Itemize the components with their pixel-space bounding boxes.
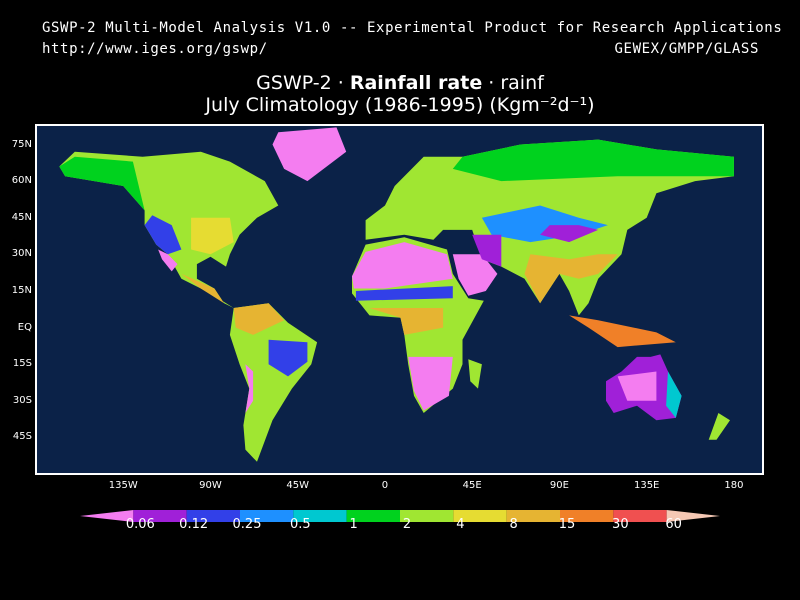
land-atacama-dry (245, 364, 254, 413)
colorbar-segment (293, 510, 347, 522)
lon-tick-label: 135W (108, 480, 138, 491)
lat-tick-label: 30N (11, 248, 32, 260)
colorbar-segment (506, 510, 560, 522)
land-gobi (540, 225, 599, 243)
colorbar-label: 0.25 (232, 517, 262, 532)
lon-tick-label: 45E (462, 480, 482, 491)
lat-tick-label: 15S (12, 358, 32, 370)
title-variable: Rainfall rate (349, 72, 483, 94)
header-line1: GSWP-2 Multi-Model Analysis V1.0 -- Expe… (42, 20, 783, 36)
colorbar-label: 0.5 (289, 517, 311, 532)
colorbar-label: 60 (665, 517, 682, 532)
land-central-america (181, 273, 225, 304)
land-iran-dry (472, 234, 502, 267)
map-subtitle: July Climatology (1986-1995) (Kgm⁻²d⁻¹) (205, 94, 595, 116)
lat-tick-label: 60N (11, 175, 32, 187)
colorbar-segment (133, 510, 187, 522)
colorbar-label: 2 (402, 517, 412, 532)
colorbar-segment (400, 510, 454, 522)
lat-tick-label: 30S (12, 394, 32, 406)
land-africa-wet-belt (369, 308, 444, 335)
lon-tick-label: 90W (199, 480, 222, 491)
lon-tick-label: 135E (633, 480, 660, 491)
map-title: GSWP-2 · Rainfall rate · rainf (0, 72, 800, 94)
lon-tick-label: 180 (724, 480, 744, 491)
colorbar-segment (186, 510, 240, 522)
colorbar-label: 4 (456, 517, 465, 532)
colorbar-label: 30 (612, 517, 629, 532)
lat-tick-label: 45S (12, 431, 32, 443)
colorbar-segment (560, 510, 614, 522)
land-australia-east (666, 371, 682, 418)
header-org: GEWEX/GMPP/GLASS (614, 41, 759, 57)
colorbar-segment (240, 510, 294, 522)
colorbar-segment (613, 510, 667, 522)
title-prefix: GSWP-2 · (256, 72, 350, 94)
land-greenland (272, 127, 347, 182)
land-layer (59, 127, 734, 462)
colorbar-label: 15 (558, 517, 576, 532)
land-us-east-wet (191, 217, 234, 255)
colorbar-segment (346, 510, 400, 522)
lon-tick-label: 45W (286, 480, 310, 491)
land-maritime-continent (569, 315, 676, 348)
lat-tick-label: EQ (17, 321, 32, 333)
land-new-zealand (708, 413, 730, 440)
lon-tick-label: 0 (381, 480, 389, 491)
header-url: http://www.iges.org/gswp/ (42, 41, 268, 57)
colorbar-segment (80, 510, 134, 522)
colorbar-segment (666, 510, 720, 522)
lat-tick-label: 75N (11, 138, 32, 150)
colorbar (80, 510, 720, 522)
land-arabia (452, 254, 498, 296)
land-baja-dry (158, 249, 178, 272)
land-sa-north-wet (233, 303, 285, 335)
colorbar-label: 0.06 (125, 517, 155, 532)
land-sahara (352, 242, 453, 289)
colorbar-label: 1 (349, 517, 358, 532)
land-brazil-dry (268, 339, 308, 377)
land-sahel (355, 286, 453, 301)
land-madagascar (468, 359, 482, 389)
colorbar-segment (453, 510, 507, 522)
title-suffix: · rainf (482, 72, 544, 94)
lat-tick-label: 45N (11, 211, 32, 223)
colorbar-label: 0.12 (179, 517, 209, 532)
colorbar-label: 8 (509, 517, 518, 532)
lat-tick-label: 15N (11, 284, 32, 296)
land-siberia-wet (452, 139, 734, 182)
land-us-southwest-dry (144, 215, 182, 255)
land-alaska-wet (59, 156, 145, 211)
land-southern-africa-dry (408, 356, 453, 411)
land-monsoon-asia (524, 254, 618, 304)
lon-tick-label: 90E (549, 480, 569, 491)
land-australia-interior (617, 371, 657, 401)
